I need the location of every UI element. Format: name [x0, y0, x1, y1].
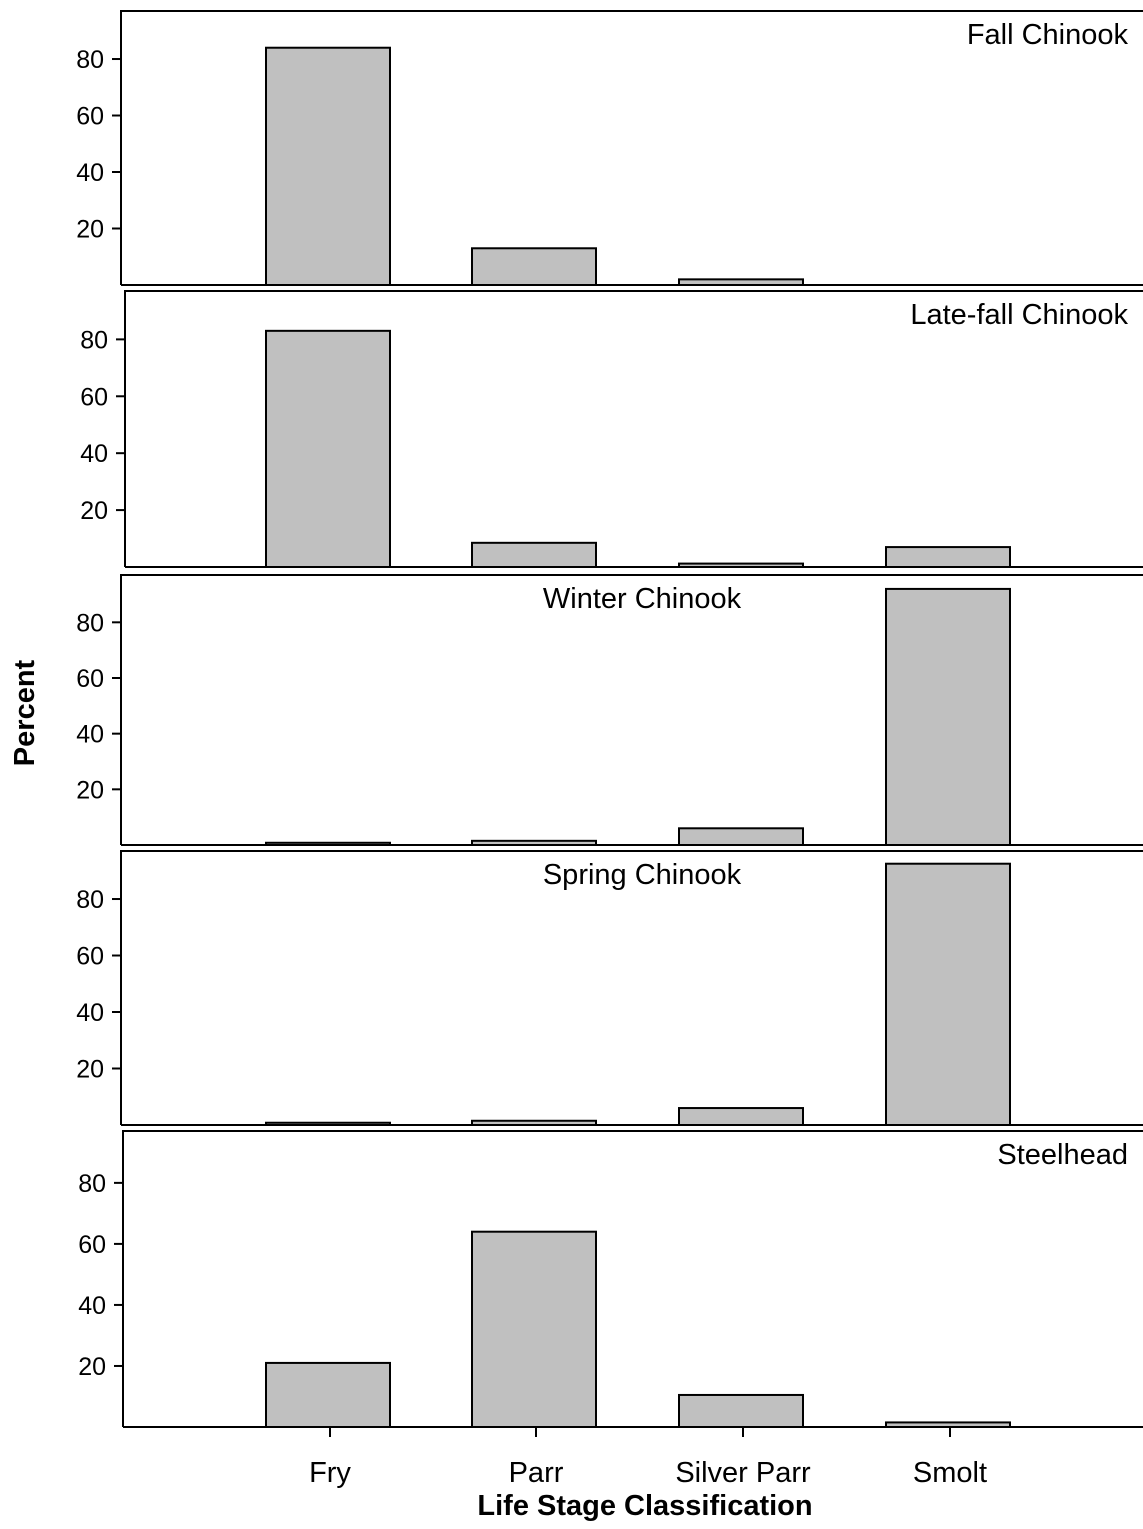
bar-silver-parr [678, 278, 804, 287]
x-axis: Fry Parr Silver Parr Smolt Life Stage Class… [309, 1427, 987, 1522]
bar-parr [471, 541, 597, 569]
y-tick-label: 40 [80, 440, 108, 468]
y-tick-label: 20 [76, 776, 104, 804]
y-tick-label: 20 [76, 216, 104, 244]
bar-fry [265, 841, 391, 846]
bar-fry [265, 329, 391, 568]
bar-silver-parr [678, 1107, 804, 1126]
panel: 20 40 60 80 Late-fall Chinook [80, 290, 1143, 569]
y-tick-label: 60 [76, 103, 104, 131]
bar-smolt [885, 1421, 1011, 1429]
panel-frame [122, 1130, 1143, 1427]
bar-silver-parr [678, 827, 804, 846]
x-ticks: Fry Parr Silver Parr Smolt [309, 1427, 987, 1489]
bar-smolt [885, 587, 1011, 847]
panel-title: Fall Chinook [967, 19, 1129, 51]
y-tick-label: 40 [78, 1292, 106, 1320]
bar-silver-parr [678, 562, 804, 569]
bar-smolt [885, 546, 1011, 568]
y-tick-label: 80 [76, 609, 104, 637]
panel-title: Late-fall Chinook [910, 299, 1128, 331]
y-tick-label: 20 [76, 1056, 104, 1084]
y-tick-label: 60 [76, 943, 104, 971]
x-tick-label: Smolt [913, 1457, 987, 1489]
y-tick-label: 80 [80, 326, 108, 354]
y-tick-label: 60 [78, 1231, 106, 1259]
y-tick-label: 40 [76, 721, 104, 749]
panel-frame [120, 10, 1143, 285]
bar-parr [471, 839, 597, 847]
panel-frame [124, 290, 1143, 567]
panel: 20 40 60 80 Spring Chinook [76, 850, 1143, 1127]
x-axis-title: Life Stage Classification [477, 1490, 812, 1522]
panel-title: Winter Chinook [543, 583, 742, 615]
y-tick-label: 80 [78, 1170, 106, 1198]
panel-frame [120, 574, 1143, 845]
y-tick-label: 80 [76, 46, 104, 74]
bar-parr [471, 247, 597, 286]
y-tick-label: 60 [80, 383, 108, 411]
bar-fry [265, 1361, 391, 1428]
x-tick-label: Fry [309, 1457, 351, 1489]
y-tick-label: 40 [76, 999, 104, 1027]
panels-layer: 20 40 60 80 Fall Chinook 20 40 60 80 Late-fall Ch… [76, 10, 1143, 1429]
y-axis-title: Percent [9, 659, 41, 766]
panel-title: Spring Chinook [543, 859, 742, 891]
panel-frame [120, 850, 1143, 1125]
y-tick-label: 20 [80, 497, 108, 525]
panel: 20 40 60 80 Fall Chinook [76, 10, 1143, 287]
y-tick-label: 80 [76, 886, 104, 914]
bar-parr [471, 1119, 597, 1127]
bar-parr [471, 1230, 597, 1429]
y-tick-label: 20 [78, 1353, 106, 1381]
bar-fry [265, 1121, 391, 1127]
panel-title: Steelhead [997, 1139, 1128, 1171]
bar-smolt [885, 862, 1011, 1127]
panel: 20 40 60 80 Steelhead [78, 1130, 1143, 1429]
bar-fry [265, 46, 391, 286]
bar-silver-parr [678, 1393, 804, 1428]
x-tick-label: Silver Parr [675, 1457, 811, 1489]
x-tick-label: Parr [509, 1457, 564, 1489]
y-tick-label: 60 [76, 665, 104, 693]
panel: 20 40 60 80 Winter Chinook [76, 574, 1143, 847]
y-tick-label: 40 [76, 159, 104, 187]
